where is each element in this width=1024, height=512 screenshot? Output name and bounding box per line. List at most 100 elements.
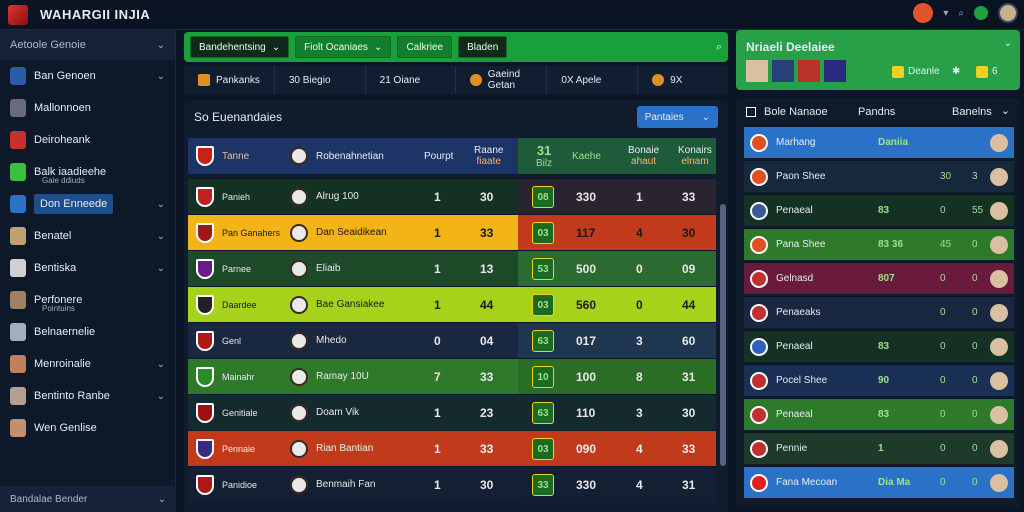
header-c4[interactable]: Kaehe xyxy=(572,150,601,162)
header-c5[interactable]: Bonaie ahaut xyxy=(628,145,660,167)
table-row[interactable]: Genl Mhedo 0 04 63 017 3 60 xyxy=(188,322,716,359)
table-row[interactable]: Mainahr Ramay 10U 7 33 10 100 8 31 xyxy=(188,358,716,395)
sidebar-item[interactable]: Deiroheank xyxy=(0,124,175,156)
right-list-row[interactable]: Paon Shee 30 3 xyxy=(744,160,1014,192)
chevron-down-icon[interactable]: ⌄ xyxy=(156,230,165,242)
chevron-down-icon[interactable]: ⌄ xyxy=(156,358,165,370)
thumbnail-icon[interactable] xyxy=(772,60,794,82)
player-avatar-icon xyxy=(990,372,1008,390)
right-list-row[interactable]: Pocel Shee 90 0 0 xyxy=(744,364,1014,396)
chevron-down-icon[interactable]: ▾ xyxy=(943,7,949,19)
table-row[interactable]: Panidioe Benmaih Fan 1 30 33 330 4 31 xyxy=(188,466,716,503)
player-name[interactable]: Benmaih Fan xyxy=(316,479,376,490)
sidebar-item[interactable]: Don Enneede ⌄ xyxy=(0,188,175,220)
thumbnail-icon[interactable] xyxy=(824,60,846,82)
team-name[interactable]: Daardee xyxy=(222,299,257,310)
right-list-row[interactable]: Penaeaks 0 0 xyxy=(744,296,1014,328)
sidebar-item[interactable]: Belnaernelie xyxy=(0,316,175,348)
stat-item[interactable]: 0X Apele xyxy=(547,66,639,94)
filter-button[interactable]: Bladen xyxy=(458,36,508,58)
team-name[interactable]: Mainahr xyxy=(222,371,255,382)
player-avatar-icon xyxy=(990,202,1008,220)
stat-item[interactable]: Gaeind Getan xyxy=(456,66,548,94)
player-icon xyxy=(10,259,26,277)
player-name[interactable]: Bae Gansiakee xyxy=(316,299,385,310)
chevron-down-icon[interactable]: ⌄ xyxy=(1003,38,1012,49)
header-player[interactable]: Robenahnetian xyxy=(316,150,384,162)
header-team[interactable]: Tanne xyxy=(222,150,250,162)
right-list-row[interactable]: Penaeal 83 0 0 xyxy=(744,330,1014,362)
chevron-down-icon[interactable]: ⌄ xyxy=(156,262,165,274)
team-name[interactable]: Panieh xyxy=(222,191,251,202)
team-name[interactable]: Pan Ganahers xyxy=(222,227,281,238)
right-list-row[interactable]: Fana Mecoan Dia Ma 0 0 xyxy=(744,466,1014,498)
table-row[interactable]: Parnee Eliaib 1 13 53 500 0 09 xyxy=(188,250,716,287)
team-name[interactable]: Pennaie xyxy=(222,443,256,454)
sidebar-item[interactable]: Wen Genlise xyxy=(0,412,175,444)
header-c1[interactable]: Pourpt xyxy=(424,150,454,162)
sidebar-header[interactable]: Aetoole Genoie ⌄ xyxy=(0,30,175,60)
sidebar-item[interactable]: Benatel ⌄ xyxy=(0,220,175,252)
sidebar-item[interactable]: Perfonere Pointuins xyxy=(0,284,175,316)
right-list-col2[interactable]: Banelns xyxy=(952,106,992,118)
avatar[interactable] xyxy=(998,3,1018,23)
chevron-down-icon[interactable]: ⌄ xyxy=(156,390,165,402)
app-logo[interactable] xyxy=(8,4,28,25)
header-c6[interactable]: Konairs elnam xyxy=(678,145,712,167)
search-icon[interactable]: ⌕ xyxy=(715,40,722,53)
table-row[interactable]: Pennaie Rian Bantian 1 33 03 090 4 33 xyxy=(188,430,716,467)
player-name[interactable]: Rian Bantian xyxy=(316,443,374,454)
player-name[interactable]: Mhedo xyxy=(316,335,347,346)
sidebar-item[interactable]: Balk iaadieehe Gaie ddiuds xyxy=(0,156,175,188)
sidebar-footer[interactable]: Bandalae Bender ⌄ xyxy=(0,486,176,512)
right-list-row[interactable]: Penaeal 83 0 55 xyxy=(744,194,1014,226)
player-name[interactable]: Ramay 10U xyxy=(316,371,369,382)
stat-item[interactable]: Pankanks xyxy=(184,66,275,94)
right-list-row[interactable]: Pana Shee 83 36 45 0 xyxy=(744,228,1014,260)
player-name[interactable]: Doam Vik xyxy=(316,407,360,418)
team-name[interactable]: Parnee xyxy=(222,263,252,274)
chevron-down-icon[interactable]: ⌄ xyxy=(1000,105,1010,117)
cell-n5: 0 xyxy=(636,297,643,312)
team-name[interactable]: Panidioe xyxy=(222,479,258,490)
filter-label: Fiolt Ocaniaes xyxy=(304,41,369,53)
sidebar-item[interactable]: Bentinto Ranbe ⌄ xyxy=(0,380,175,412)
filter-button[interactable]: Bandehentsing ⌄ xyxy=(190,36,290,58)
header-c3[interactable]: 31 Bilz xyxy=(536,143,553,169)
right-row-mid: 83 36 xyxy=(878,239,904,250)
stat-item[interactable]: 21 Oiane xyxy=(366,66,457,94)
sidebar-item[interactable]: Menroinalie ⌄ xyxy=(0,348,175,380)
team-name[interactable]: Genl xyxy=(222,335,242,346)
thumbnail-icon[interactable] xyxy=(798,60,820,82)
stat-item[interactable]: 30 Biegio xyxy=(275,66,366,94)
thumbnail-icon[interactable] xyxy=(746,60,768,82)
player-name[interactable]: Alrug 100 xyxy=(316,191,359,202)
filter-button[interactable]: Fiolt Ocaniaes ⌄ xyxy=(295,36,392,58)
header-c2[interactable]: Raane fiaate xyxy=(474,145,504,167)
panel-dropdown[interactable]: Pantaies ⌄ xyxy=(636,106,718,128)
chevron-down-icon[interactable]: ⌄ xyxy=(156,70,165,82)
table-row[interactable]: Genitiale Doam Vik 1 23 63 110 3 30 xyxy=(188,394,716,431)
table-row[interactable]: Pan Ganahers Dan Seaidikean 1 33 03 117 4 30 xyxy=(188,214,716,251)
chevron-down-icon[interactable]: ⌄ xyxy=(156,198,165,210)
right-list-col[interactable]: Pandns xyxy=(858,106,896,118)
team-name[interactable]: Genitiale xyxy=(222,407,258,418)
scrollbar[interactable] xyxy=(720,204,726,466)
table-row[interactable]: Panieh Alrug 100 1 30 08 330 1 33 xyxy=(188,178,716,215)
right-list-row[interactable]: Marhang Daniia xyxy=(744,126,1014,158)
cell-n4: 500 xyxy=(576,261,597,276)
right-list-row[interactable]: Gelnasd 807 0 0 xyxy=(744,262,1014,294)
sidebar-item[interactable]: Mallonnoen xyxy=(0,92,175,124)
stat-item[interactable]: 9X xyxy=(638,66,728,94)
right-list-row[interactable]: Penaeal 83 0 0 xyxy=(744,398,1014,430)
right-list-row[interactable]: Pennie 1 0 0 xyxy=(744,432,1014,464)
filter-button[interactable]: Calkriee xyxy=(397,36,453,58)
notification-icon[interactable] xyxy=(913,3,934,23)
sidebar-item[interactable]: Ban Genoen ⌄ xyxy=(0,60,175,92)
sidebar-item[interactable]: Bentiska ⌄ xyxy=(0,252,175,284)
table-row[interactable]: Daardee Bae Gansiakee 1 44 03 560 0 44 xyxy=(188,286,716,323)
player-name[interactable]: Dan Seaidikean xyxy=(316,227,387,238)
search-icon[interactable]: ⌕ xyxy=(958,7,964,19)
right-row-r2: 0 xyxy=(972,477,978,488)
player-name[interactable]: Eliaib xyxy=(316,263,341,274)
